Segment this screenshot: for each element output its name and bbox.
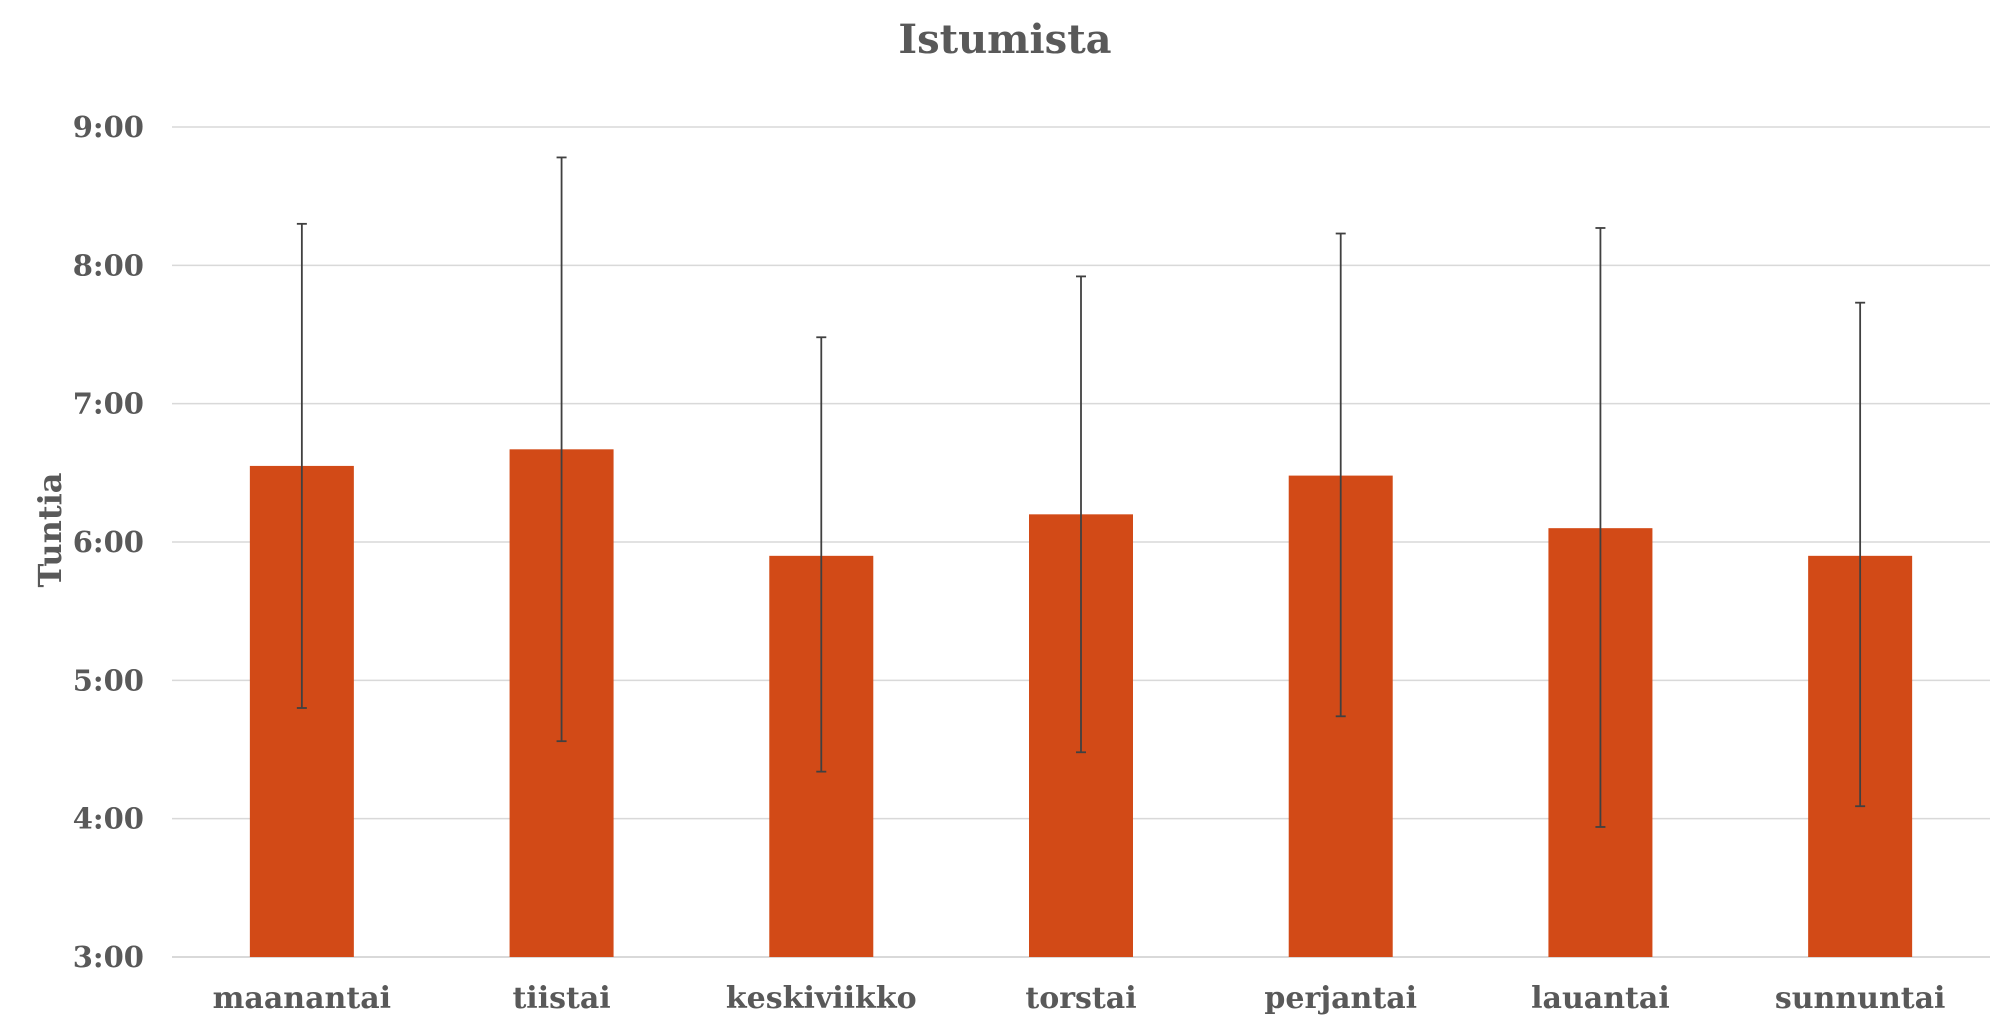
error-bar-torstai — [1076, 275, 1086, 754]
x-tick-label-tiistai: tiistai — [512, 981, 610, 1016]
error-bar-sunnuntai — [1855, 301, 1866, 808]
y-tick-label: 8:00 — [73, 248, 144, 282]
error-bar-tiistai — [556, 156, 567, 743]
error-bar-maanantai — [296, 222, 307, 709]
x-tick-label-sunnuntai: sunnuntai — [1775, 981, 1946, 1016]
y-tick-label: 4:00 — [73, 802, 144, 836]
error-bar-perjantai — [1335, 232, 1346, 718]
y-tick-label: 9:00 — [73, 110, 144, 144]
x-tick-label-keskiviikko: keskiviikko — [726, 981, 917, 1016]
x-tick-label-lauantai: lauantai — [1531, 981, 1670, 1016]
error-bar-lauantai — [1595, 227, 1606, 828]
x-tick-label-perjantai: perjantai — [1264, 981, 1417, 1016]
error-bars — [296, 156, 1866, 828]
y-tick-label: 6:00 — [73, 525, 144, 559]
y-tick-label: 3:00 — [73, 940, 144, 974]
error-bar-keskiviikko — [816, 336, 827, 773]
y-axis-ticks: 3:00 4:00 5:00 6:00 7:00 8:00 9:00 — [73, 110, 144, 974]
x-tick-label-maanantai: maanantai — [213, 981, 391, 1016]
y-tick-label: 7:00 — [73, 387, 144, 421]
x-tick-label-torstai: torstai — [1025, 981, 1136, 1016]
y-axis-title: Tuntia — [31, 472, 69, 587]
chart-title: Istumista — [898, 16, 1111, 63]
y-tick-label: 5:00 — [73, 663, 144, 697]
x-axis-labels: maanantai tiistai keskiviikko torstai perjan… — [213, 981, 1946, 1016]
